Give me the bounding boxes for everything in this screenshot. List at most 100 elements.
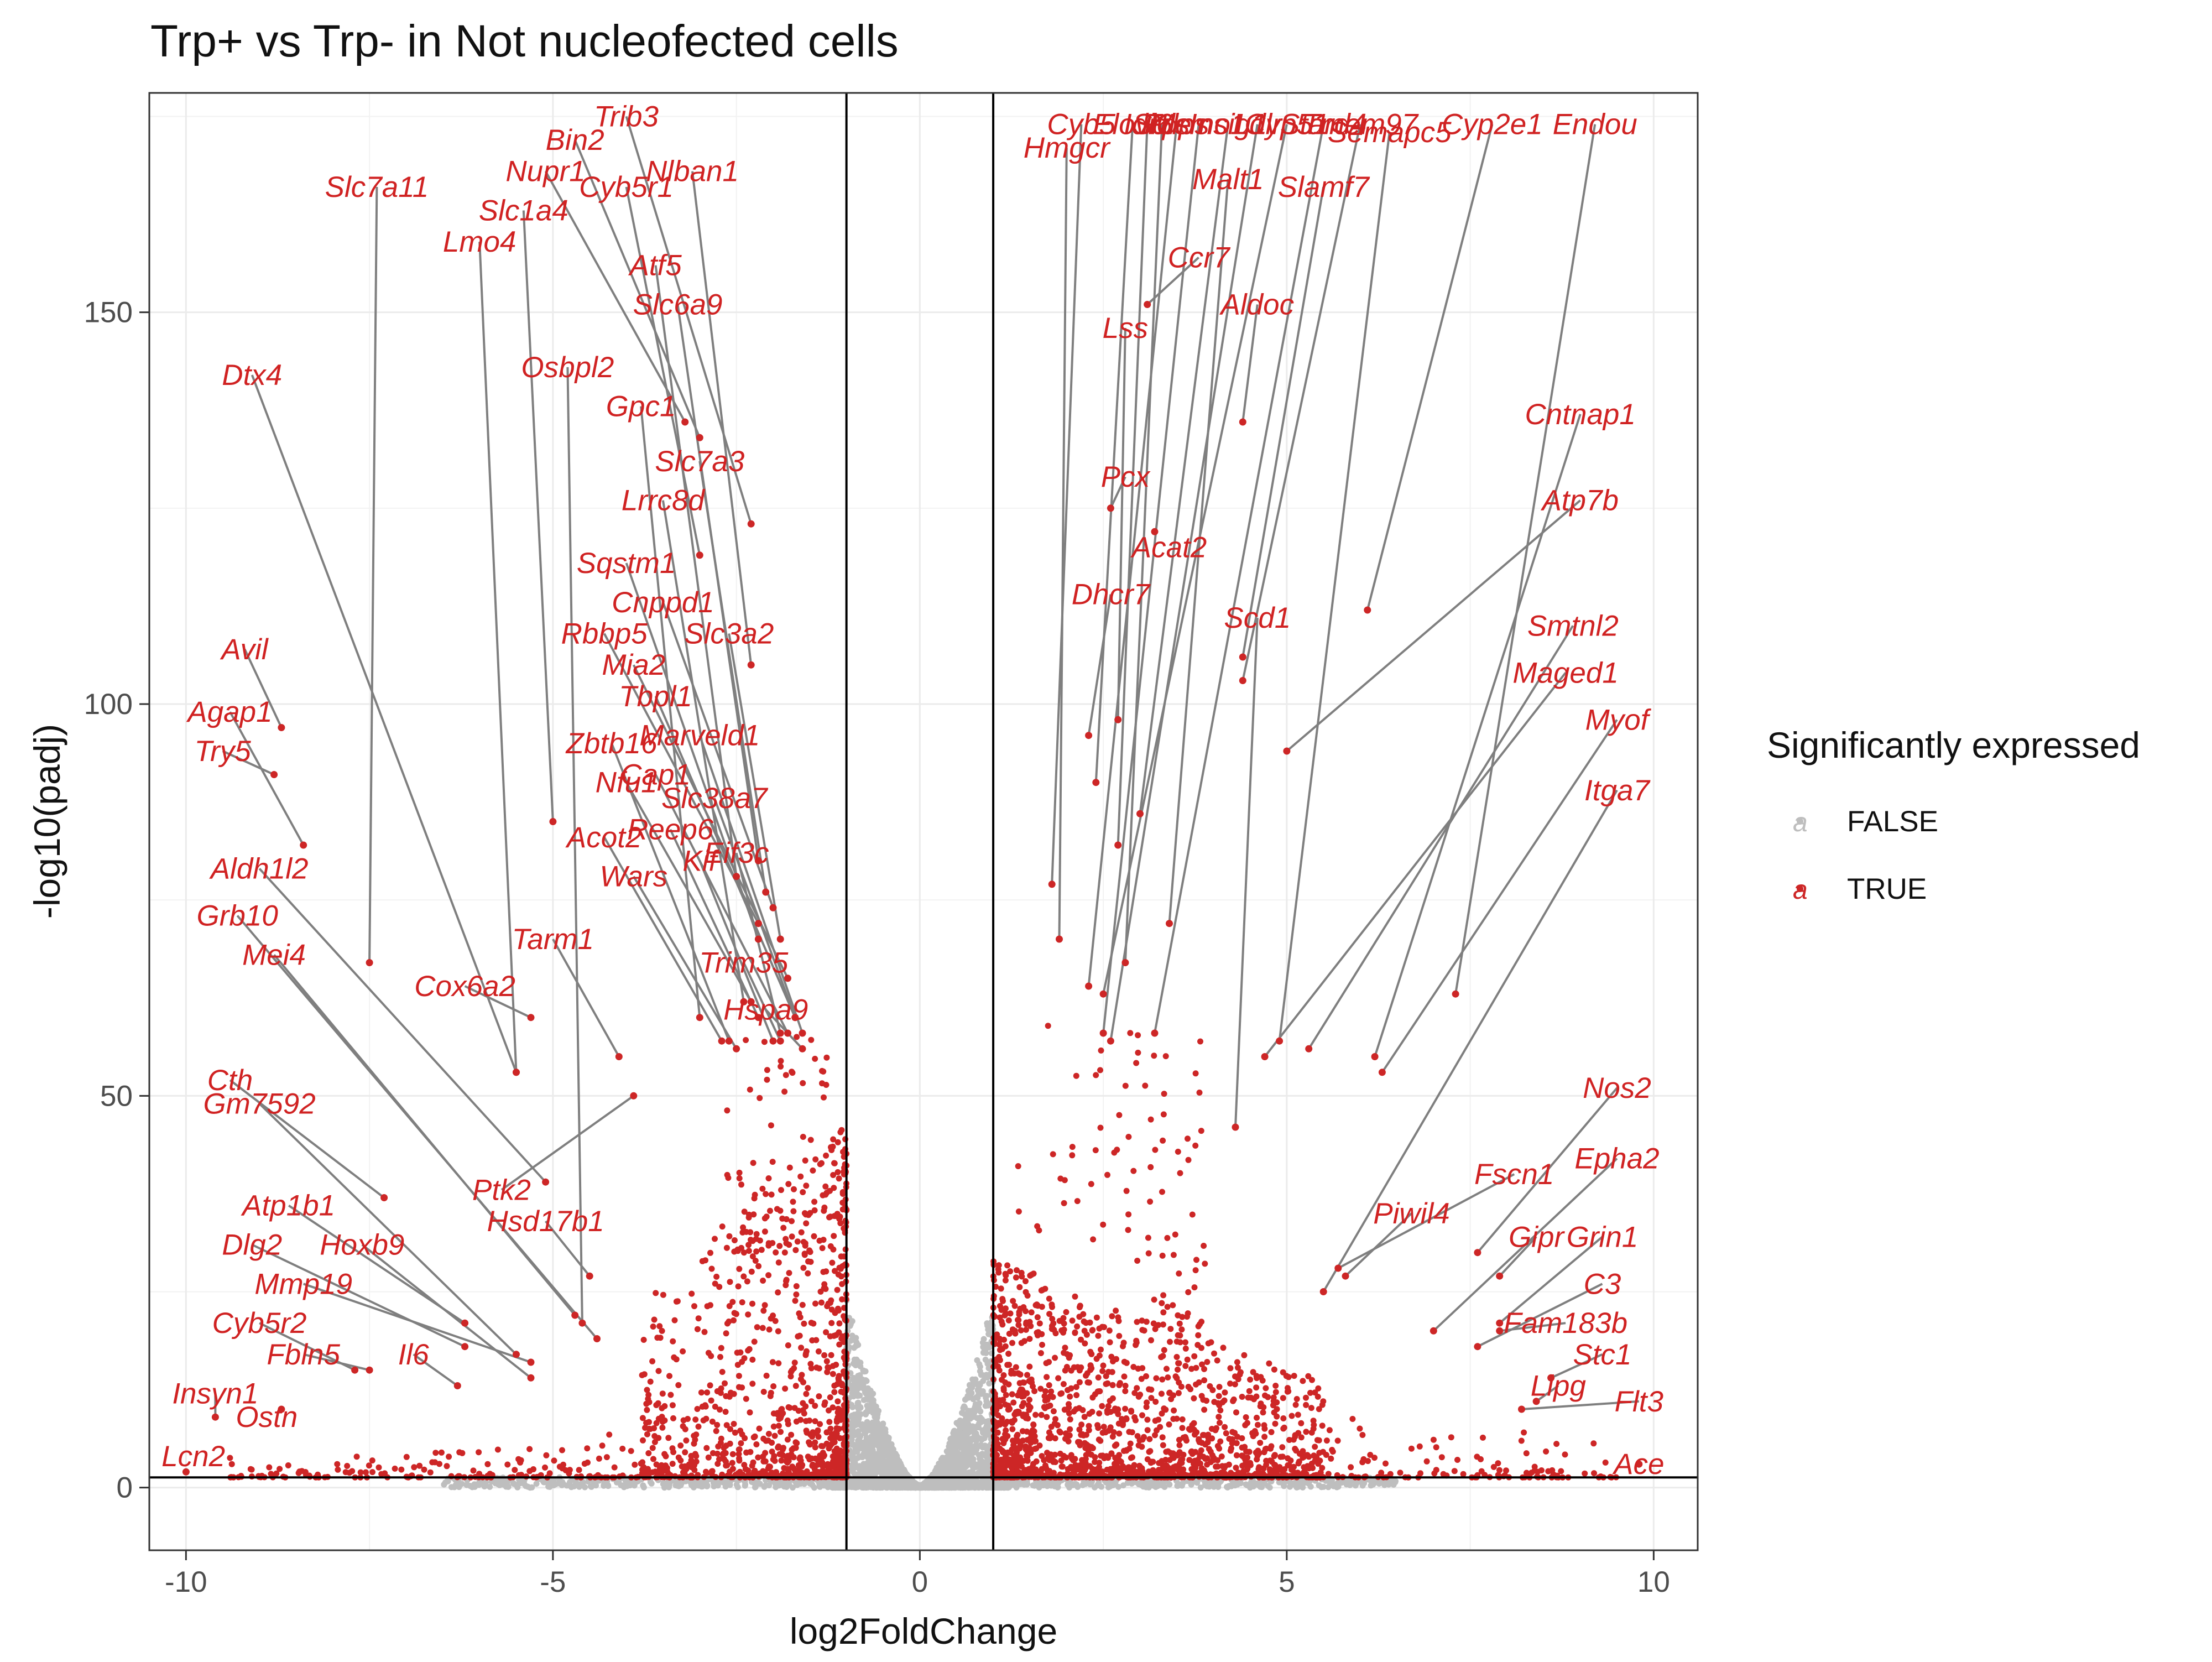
point-significant [1012, 1303, 1018, 1309]
point-significant [999, 1415, 1005, 1421]
point-significant [1020, 1400, 1026, 1406]
point-significant [1095, 1333, 1101, 1339]
point-significant [1037, 1386, 1044, 1392]
point-significant [1079, 1469, 1085, 1475]
point-significant [1088, 1363, 1094, 1369]
point-significant [1039, 1412, 1045, 1418]
point-significant [1215, 1414, 1222, 1420]
point-significant [1066, 1401, 1072, 1407]
point-significant [1010, 1400, 1016, 1406]
point-significant [1439, 1454, 1445, 1460]
point-significant [1208, 1449, 1214, 1455]
point-significant [1025, 1293, 1031, 1299]
point-significant [1029, 1272, 1035, 1278]
point-significant [1136, 1442, 1142, 1449]
point-significant [1099, 1368, 1105, 1374]
point-nonsignificant [582, 1484, 588, 1491]
point-significant [1303, 1402, 1309, 1408]
point-significant [1246, 1449, 1253, 1455]
point-significant [1026, 1445, 1032, 1451]
point-significant [1197, 1439, 1203, 1445]
point-significant [1116, 1421, 1122, 1427]
point-significant [1130, 1168, 1136, 1174]
point-significant [1213, 1425, 1219, 1431]
point-significant [1300, 1378, 1306, 1384]
point-significant [1173, 1373, 1179, 1379]
point-significant [1095, 1467, 1101, 1473]
point-nonsignificant [973, 1425, 979, 1431]
point-nonsignificant [1334, 1480, 1340, 1486]
point-nonsignificant [865, 1403, 872, 1409]
point-significant [1262, 1446, 1269, 1452]
point-significant [1159, 1391, 1165, 1397]
point-significant [1260, 1378, 1266, 1384]
point-significant [1590, 1440, 1597, 1446]
point-significant [1220, 1345, 1227, 1351]
point-nonsignificant [957, 1427, 963, 1433]
point-significant [1026, 1364, 1032, 1370]
point-significant [1164, 1366, 1170, 1372]
point-significant [1116, 1333, 1122, 1339]
point-significant [1191, 1395, 1197, 1402]
point-significant [1207, 1383, 1213, 1389]
point-significant [1139, 1412, 1145, 1418]
point-significant [1067, 1394, 1073, 1400]
point-significant [1176, 1390, 1182, 1396]
point-nonsignificant [854, 1359, 860, 1365]
point-significant [1192, 1449, 1198, 1455]
point-significant [1045, 1455, 1051, 1461]
point-significant [1097, 1438, 1103, 1444]
point-significant [1135, 1032, 1141, 1038]
point-significant [1151, 1053, 1157, 1059]
point-significant [1294, 1396, 1300, 1402]
point-significant [1112, 1408, 1118, 1414]
point-significant [1305, 1373, 1311, 1379]
point-significant [1216, 1393, 1222, 1399]
point-nonsignificant [628, 1482, 634, 1488]
point-nonsignificant [601, 1483, 607, 1489]
point-significant [1082, 1341, 1088, 1347]
point-significant [1121, 1340, 1127, 1346]
point-significant [1195, 1457, 1201, 1463]
point-nonsignificant [735, 1484, 741, 1490]
point-nonsignificant [453, 1482, 459, 1488]
point-nonsignificant [950, 1444, 956, 1450]
point-significant [1193, 1070, 1199, 1076]
point-significant [1160, 1292, 1166, 1298]
point-significant [1311, 1422, 1317, 1428]
point-significant [1009, 1391, 1015, 1397]
point-significant [1255, 1448, 1261, 1454]
point-significant [1048, 1388, 1054, 1394]
point-significant [1009, 1340, 1015, 1346]
point-significant [997, 1315, 1003, 1321]
point-nonsignificant [911, 1483, 917, 1489]
point-significant [1367, 1452, 1373, 1458]
point-nonsignificant [978, 1372, 984, 1378]
point-significant [1030, 1461, 1036, 1467]
point-nonsignificant [981, 1336, 987, 1342]
point-significant [1223, 1430, 1229, 1436]
point-significant [1161, 1405, 1167, 1411]
point-significant [1046, 1311, 1052, 1317]
point-significant [1177, 1442, 1183, 1449]
point-nonsignificant [943, 1457, 950, 1463]
point-significant [1292, 1434, 1298, 1440]
point-significant [1016, 1284, 1022, 1290]
point-significant [1232, 1430, 1238, 1436]
point-significant [1016, 1409, 1022, 1415]
point-nonsignificant [927, 1478, 933, 1484]
point-nonsignificant [1014, 1484, 1020, 1491]
point-significant [997, 1421, 1003, 1427]
point-significant [999, 1321, 1005, 1327]
point-significant [1128, 1441, 1134, 1447]
point-significant [1441, 1471, 1447, 1477]
point-nonsignificant [986, 1345, 992, 1351]
point-significant [1042, 1393, 1048, 1399]
point-nonsignificant [1347, 1482, 1353, 1488]
point-significant [1230, 1398, 1236, 1404]
point-significant [1083, 1320, 1089, 1326]
point-significant [1019, 1387, 1025, 1393]
point-significant [1591, 1470, 1597, 1476]
point-nonsignificant [883, 1439, 889, 1445]
